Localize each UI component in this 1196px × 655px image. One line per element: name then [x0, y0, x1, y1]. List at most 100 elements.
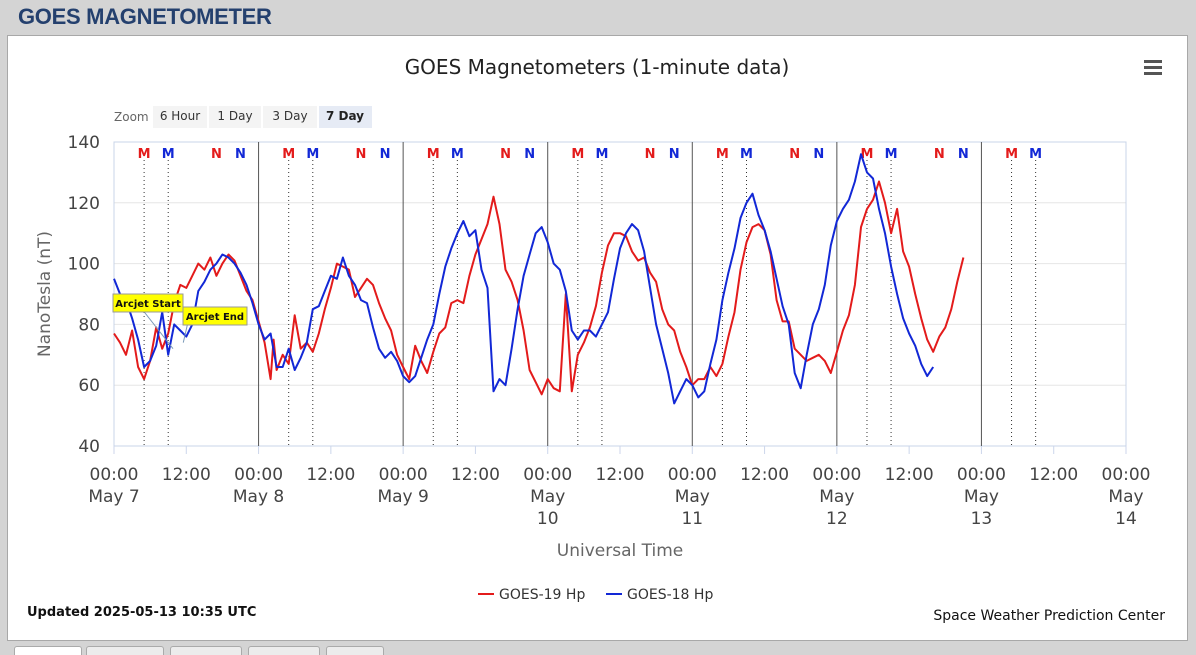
x-tick-label: 00:00: [379, 465, 428, 485]
page-header: GOES MAGNETOMETER: [0, 0, 1196, 34]
local-time-marker: N: [356, 147, 367, 162]
local-time-marker: M: [885, 147, 898, 162]
annotations: Arcjet Start Arcjet End: [112, 293, 248, 350]
local-time-marker: M: [571, 147, 584, 162]
x-tick-label: 12:00: [451, 465, 500, 485]
legend-item-goes-19[interactable]: GOES-19 Hp: [478, 587, 585, 603]
local-time-marker: M: [427, 147, 440, 162]
local-time-marker: N: [789, 147, 800, 162]
legend-label: GOES-18 Hp: [627, 587, 713, 603]
local-time-marker: N: [524, 147, 535, 162]
x-tick-label: May: [530, 487, 565, 507]
annotation-label: Arcjet Start: [115, 299, 181, 310]
zoom-1-day-button[interactable]: 1 Day: [209, 106, 261, 128]
local-time-marker: M: [1005, 147, 1018, 162]
local-time-marker: N: [645, 147, 656, 162]
x-tick-label: 14: [1115, 509, 1137, 529]
x-tick-label: 00:00: [1102, 465, 1151, 485]
x-tick-label: May: [675, 487, 710, 507]
menu-bar[interactable]: [1144, 60, 1162, 63]
plot-area-border: [113, 141, 1127, 447]
day-lines: [258, 142, 982, 446]
zoom-6-hour-button[interactable]: 6 Hour: [153, 106, 207, 128]
zoom-3-day-button[interactable]: 3 Day: [263, 106, 317, 128]
local-time-marker: M: [595, 147, 608, 162]
annotation-box: [182, 306, 248, 326]
local-time-marker: N: [380, 147, 391, 162]
bottom-tab-strip: [8, 640, 1188, 655]
zoom-button-label[interactable]: 3 Day: [272, 109, 307, 123]
zoom-button-bg[interactable]: [263, 106, 317, 128]
x-tick-label: 00:00: [523, 465, 572, 485]
x-tick-label: 12:00: [596, 465, 645, 485]
x-tick-label: May: [1108, 487, 1143, 507]
zoom-label: Zoom: [114, 110, 149, 124]
local-time-marker: N: [934, 147, 945, 162]
local-time-marker: N: [235, 147, 246, 162]
grid: [114, 141, 1126, 447]
local-time-marker: N: [500, 147, 511, 162]
local-time-marker: N: [958, 147, 969, 162]
x-tick-label: 13: [971, 509, 993, 529]
local-time-marker: N: [813, 147, 824, 162]
y-tick-label: 80: [78, 315, 100, 335]
x-tick-label: May: [819, 487, 854, 507]
local-time-marker: M: [282, 147, 295, 162]
x-tick-label: May: [964, 487, 999, 507]
annotation-label: Arcjet End: [186, 312, 244, 323]
local-time-marker: M: [716, 147, 729, 162]
x-tick-label: 00:00: [957, 465, 1006, 485]
legend: GOES-19 Hp GOES-18 Hp: [478, 587, 713, 603]
x-tick-label: 12:00: [306, 465, 355, 485]
zoom-button-bg[interactable]: [209, 106, 261, 128]
local-time-marker: M: [162, 147, 175, 162]
y-tick-label: 60: [78, 376, 100, 396]
x-tick-label: May 8: [233, 487, 284, 507]
y-tick-label: 40: [78, 437, 100, 457]
local-time-marker: N: [669, 147, 680, 162]
local-time-marker: M: [1029, 147, 1042, 162]
legend-label: GOES-19 Hp: [499, 587, 585, 603]
zoom-button-bg[interactable]: [153, 106, 207, 128]
local-time-marker: M: [306, 147, 319, 162]
zoom-bar: Zoom 6 Hour 1 Day 3 Day 7 Day: [114, 106, 372, 128]
x-tick-label: 00:00: [668, 465, 717, 485]
x-tick-label: 00:00: [812, 465, 861, 485]
y-tick-label: 120: [68, 194, 100, 214]
y-axis-title: NanoTesla (nT): [35, 231, 55, 357]
updated-timestamp: Updated 2025-05-13 10:35 UTC: [27, 605, 256, 620]
y-tick-label: 140: [68, 133, 100, 153]
hamburger-menu-icon[interactable]: [1144, 60, 1162, 76]
x-tick-label: 12:00: [1029, 465, 1078, 485]
x-axis-title: Universal Time: [557, 541, 683, 561]
goes-18-line: [113, 153, 935, 405]
zoom-button-bg-selected[interactable]: [319, 106, 372, 128]
chart-panel: GOES Magnetometers (1-minute data) Zoom …: [7, 35, 1188, 641]
x-tick-label: 00:00: [90, 465, 139, 485]
local-time-marker: M: [740, 147, 753, 162]
local-time-marker: M: [138, 147, 151, 162]
magnetometer-chart: GOES Magnetometers (1-minute data) Zoom …: [27, 55, 1165, 624]
annotation-box: [112, 293, 184, 313]
menu-bar[interactable]: [1144, 72, 1162, 75]
chart-title: GOES Magnetometers (1-minute data): [405, 55, 790, 79]
credit-text: Space Weather Prediction Center: [933, 608, 1165, 624]
x-tick-label: 10: [537, 509, 559, 529]
x-tick-label: 12: [826, 509, 848, 529]
goes-19-line: [113, 180, 965, 396]
x-tick-label: May 7: [88, 487, 139, 507]
y-axis: 40 60 80 100 120 140: [68, 133, 100, 457]
page-title: GOES MAGNETOMETER: [18, 4, 272, 29]
zoom-7-day-button[interactable]: 7 Day: [319, 106, 372, 128]
zoom-button-label[interactable]: 7 Day: [326, 109, 364, 123]
zoom-button-label[interactable]: 6 Hour: [160, 109, 200, 123]
x-tick-label: 00:00: [234, 465, 283, 485]
series-lines: [113, 153, 965, 405]
local-time-marker: M: [861, 147, 874, 162]
menu-bar[interactable]: [1144, 66, 1162, 69]
legend-item-goes-18[interactable]: GOES-18 Hp: [606, 587, 713, 603]
zoom-button-label[interactable]: 1 Day: [217, 109, 252, 123]
y-tick-label: 100: [68, 255, 100, 275]
